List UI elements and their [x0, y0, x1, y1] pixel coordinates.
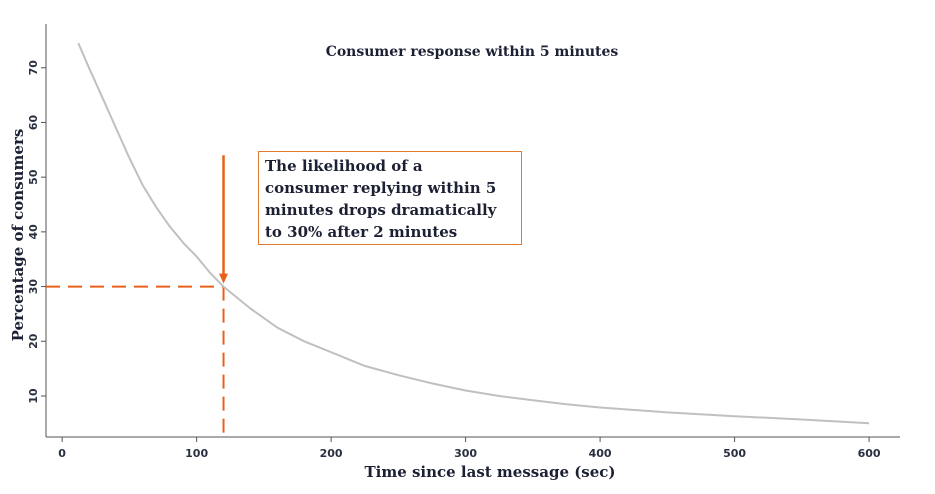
y-tick-label: 10 [27, 388, 40, 404]
annotation-line-2: consumer replying within 5 [265, 179, 497, 197]
x-tick-label: 200 [320, 447, 343, 460]
guide-lines [46, 285, 225, 437]
y-tick-label: 60 [27, 114, 40, 130]
y-ticks: 10 20 30 40 50 60 70 [27, 60, 46, 404]
x-ticks: 0 100 200 300 400 500 600 [58, 437, 881, 460]
annotation-arrow-layer [219, 155, 229, 284]
y-tick-label: 30 [27, 279, 40, 295]
annotation-line-3: minutes drops dramatically [265, 201, 497, 219]
y-tick-label: 40 [27, 224, 40, 240]
x-tick-label: 100 [185, 447, 208, 460]
x-tick-label: 400 [589, 447, 612, 460]
axes [45, 24, 900, 438]
x-tick-label: 0 [58, 447, 66, 460]
y-axis-title: Percentage of consumers [9, 129, 27, 342]
x-tick-label: 500 [723, 447, 746, 460]
y-tick-label: 20 [27, 333, 40, 349]
series-layer [77, 42, 870, 425]
annotation-line-1: The likelihood of a [265, 157, 423, 175]
series-line [77, 42, 870, 425]
y-tick-label: 50 [27, 169, 40, 185]
chart-title: Consumer response within 5 minutes [326, 44, 619, 60]
annotation-line-4: to 30% after 2 minutes [265, 223, 458, 241]
x-tick-label: 600 [858, 447, 881, 460]
annotation-box: The likelihood of a consumer replying wi… [258, 151, 522, 245]
x-tick-label: 300 [454, 447, 477, 460]
annotation-arrow-head [219, 273, 229, 284]
x-axis-title: Time since last message (sec) [364, 463, 615, 481]
y-tick-label: 70 [27, 60, 40, 76]
